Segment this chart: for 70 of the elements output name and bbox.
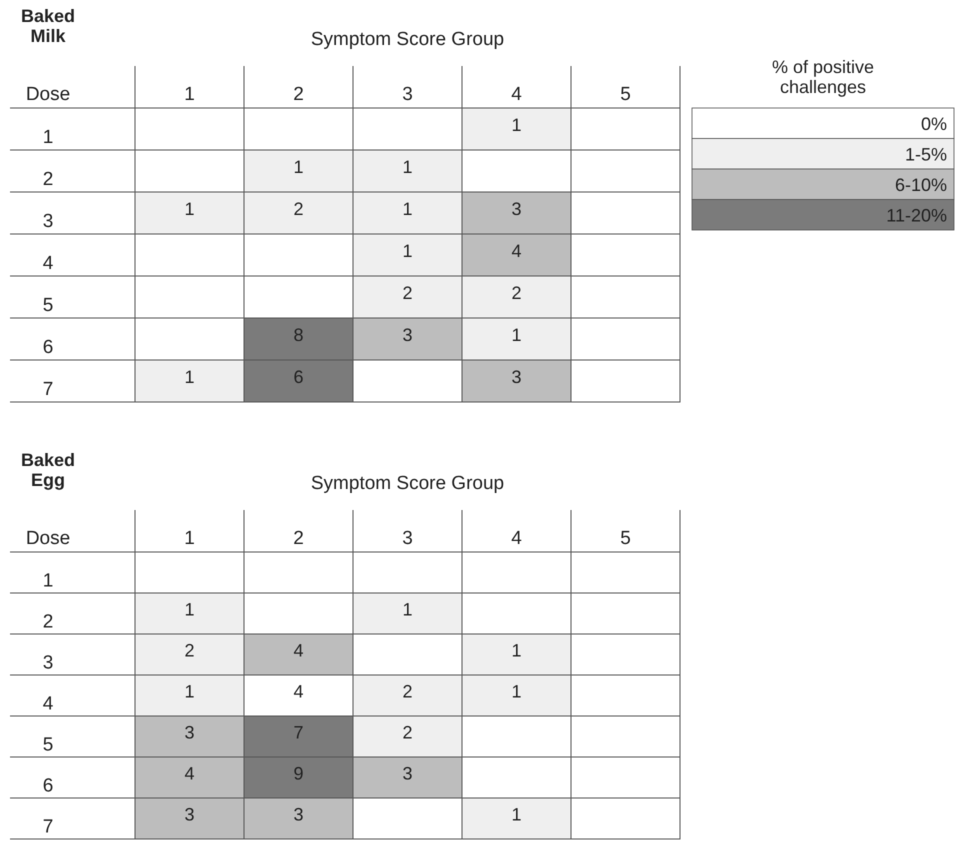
data-label: 7 xyxy=(293,722,304,742)
data-label: 4 xyxy=(511,241,522,261)
x-tick-label: 5 xyxy=(620,84,631,105)
data-label: 2 xyxy=(402,283,413,303)
data-label: 1 xyxy=(511,682,522,702)
y-tick-label: 2 xyxy=(42,612,54,632)
y-tick-label: 4 xyxy=(42,694,54,714)
x-tick-label: 2 xyxy=(293,528,304,549)
data-label: 1 xyxy=(402,241,413,261)
x-tick-label: 4 xyxy=(511,84,522,105)
chart-title: Baked Milk xyxy=(20,6,76,46)
y-tick-label: 1 xyxy=(42,127,54,148)
y-tick-label: 6 xyxy=(42,776,54,796)
chart-title: Baked Egg xyxy=(20,450,76,490)
category-label: 1-5% xyxy=(904,144,947,164)
data-label: 4 xyxy=(293,640,304,660)
x-tick-label: 5 xyxy=(620,528,631,549)
data-label: 1 xyxy=(511,325,522,345)
data-label: 3 xyxy=(511,199,522,219)
data-label: 4 xyxy=(184,764,195,784)
y-tick-label: 7 xyxy=(42,379,54,400)
data-label: 9 xyxy=(293,764,304,784)
data-label: 2 xyxy=(184,640,195,660)
data-label: 2 xyxy=(293,199,304,219)
x-tick-label: 1 xyxy=(184,528,195,549)
data-label: 1 xyxy=(184,682,195,702)
y-tick-label: 7 xyxy=(42,816,54,838)
y-axis-title: Dose xyxy=(26,528,70,549)
data-label: 3 xyxy=(511,367,522,387)
data-label: 4 xyxy=(293,682,304,702)
y-tick-label: 2 xyxy=(42,169,54,190)
x-tick-label: 3 xyxy=(402,84,413,105)
x-tick-label: 2 xyxy=(293,84,304,105)
data-label: 1 xyxy=(402,199,413,219)
y-tick-label: 4 xyxy=(42,253,54,274)
x-axis-title: Symptom Score Group xyxy=(310,473,504,494)
data-label: 1 xyxy=(402,157,413,177)
data-label: 2 xyxy=(511,283,522,303)
data-label: 3 xyxy=(402,325,413,345)
data-label: 8 xyxy=(293,325,304,345)
data-label: 1 xyxy=(511,115,522,135)
data-label: 6 xyxy=(293,367,304,387)
x-axis-title: Symptom Score Group xyxy=(310,29,504,50)
y-tick-label: 5 xyxy=(42,734,54,756)
data-label: 3 xyxy=(402,764,413,784)
data-label: 1 xyxy=(511,804,522,824)
data-label: 1 xyxy=(184,367,195,387)
y-tick-label: 3 xyxy=(42,211,54,232)
y-tick-label: 6 xyxy=(42,337,54,358)
data-label: 3 xyxy=(184,722,195,742)
data-label: 1 xyxy=(511,640,522,660)
data-label: 3 xyxy=(293,804,304,824)
data-label: 1 xyxy=(293,157,304,177)
y-tick-label: 3 xyxy=(42,652,54,674)
y-axis-title: Dose xyxy=(26,84,70,105)
category-label: 6-10% xyxy=(894,175,947,195)
data-label: 2 xyxy=(402,682,413,702)
x-tick-label: 1 xyxy=(184,84,195,105)
data-label: 2 xyxy=(402,722,413,742)
text: % of positive challenges xyxy=(772,57,874,97)
category-label: 11-20% xyxy=(886,206,947,226)
category-label: 0% xyxy=(920,114,947,134)
data-label: 1 xyxy=(402,600,413,620)
x-tick-label: 4 xyxy=(511,528,522,549)
data-label: 1 xyxy=(184,600,195,620)
data-label: 1 xyxy=(184,199,195,219)
y-tick-label: 5 xyxy=(42,295,54,316)
y-tick-label: 1 xyxy=(42,570,54,592)
x-tick-label: 3 xyxy=(402,528,413,549)
data-label: 3 xyxy=(184,804,195,824)
